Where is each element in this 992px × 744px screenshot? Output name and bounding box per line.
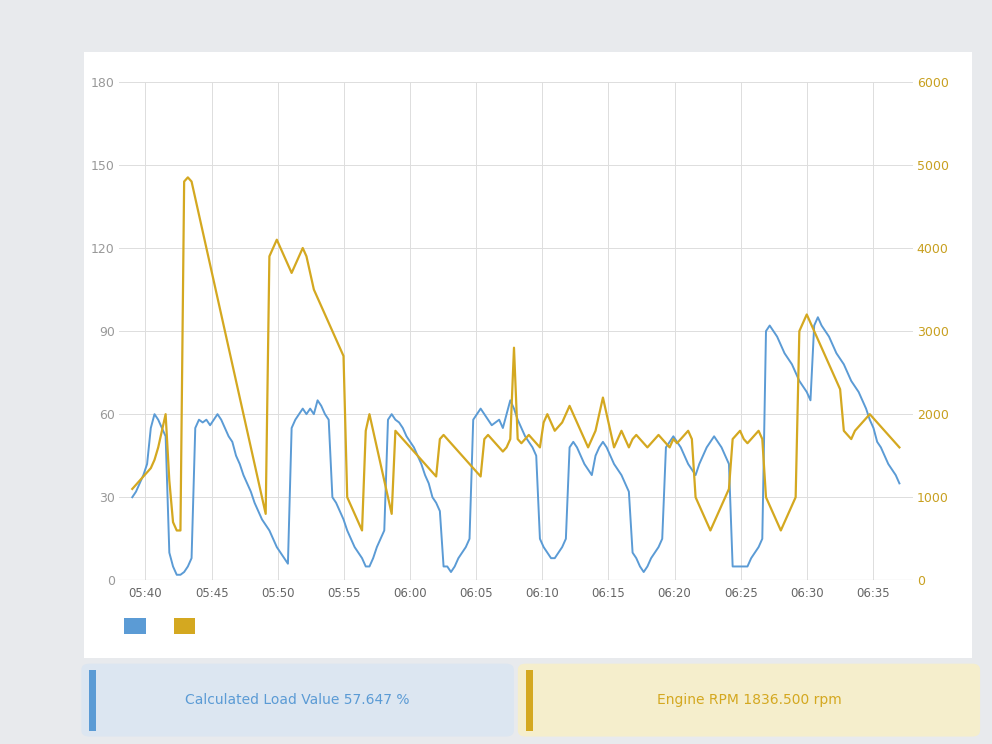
Text: Engine RPM 1836.500 rpm: Engine RPM 1836.500 rpm [657,693,841,707]
Text: Calculated Load Value 57.647 %: Calculated Load Value 57.647 % [186,693,410,707]
Text: bekomcar.com: bekomcar.com [812,719,957,737]
